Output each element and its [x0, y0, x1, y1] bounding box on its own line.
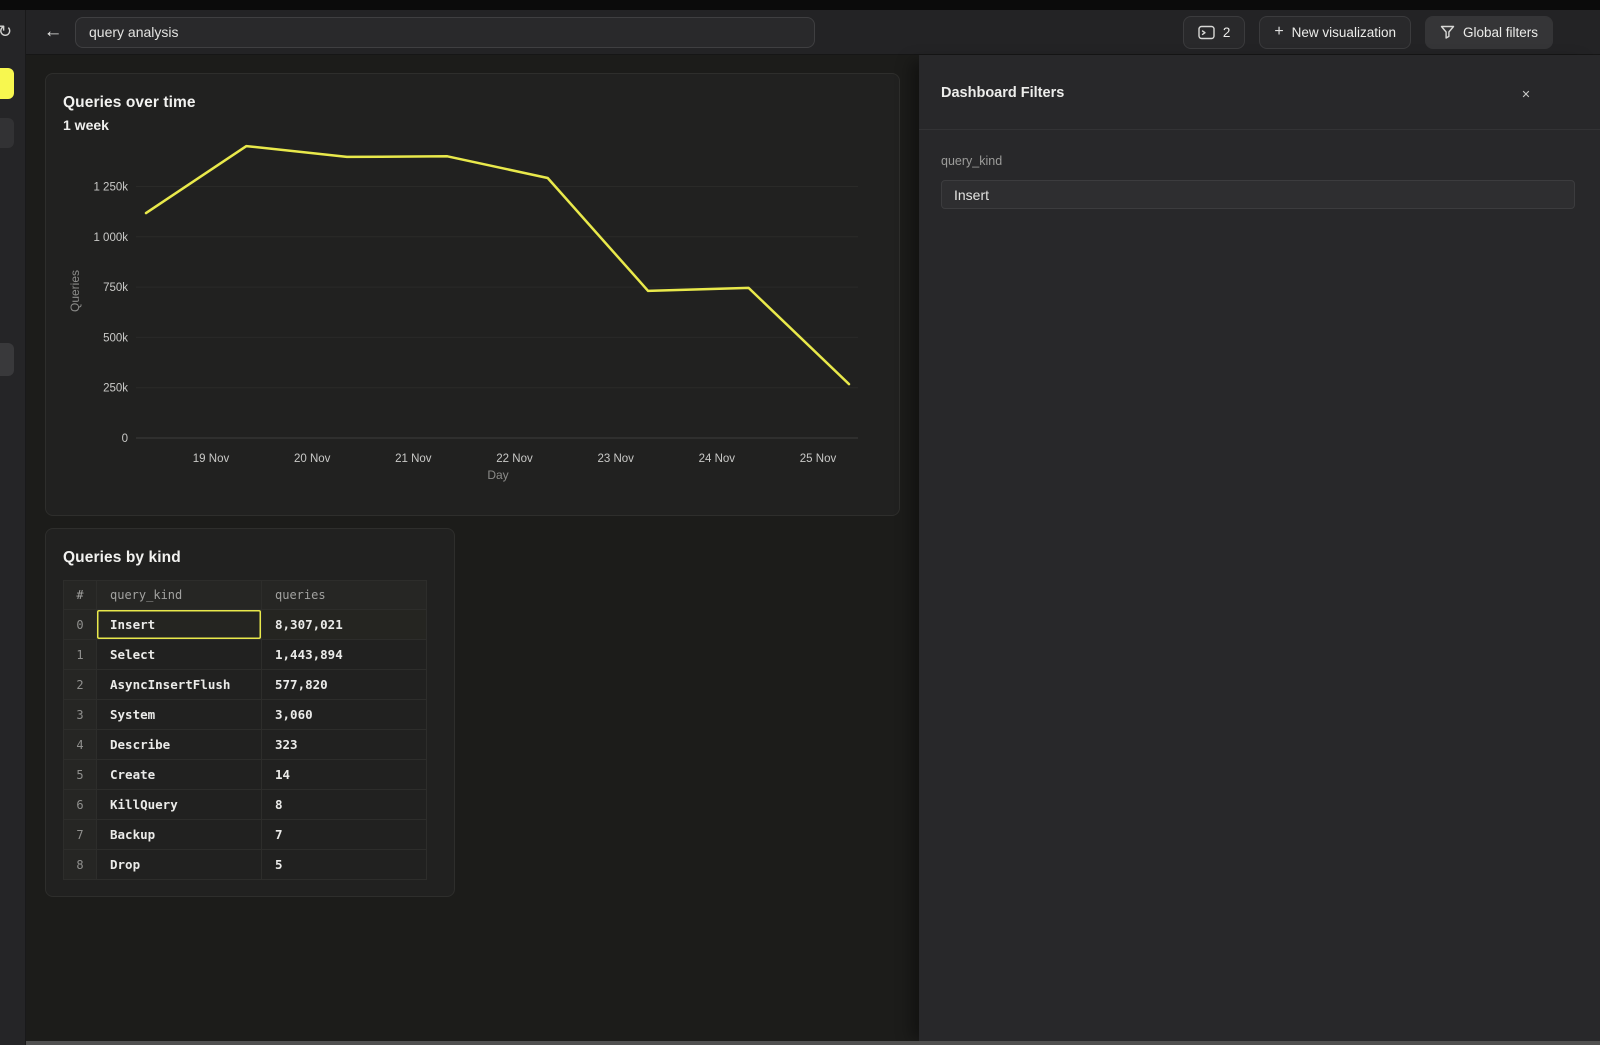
queries-over-time-card: Queries over time 1 week 0250k500k750k1 …: [45, 73, 900, 516]
back-button[interactable]: ←: [39, 18, 67, 46]
svg-text:Day: Day: [487, 468, 508, 482]
table-wrapper: #query_kindqueries 0Insert8,307,0211Sele…: [63, 580, 427, 880]
row-index: 5: [64, 760, 97, 790]
svg-text:1 250k: 1 250k: [93, 182, 128, 194]
global-filters-button[interactable]: Global filters: [1425, 16, 1553, 49]
plus-icon: +: [1274, 23, 1283, 41]
table-cell[interactable]: 3,060: [262, 700, 427, 730]
window-bottom-edge: [26, 1041, 1600, 1045]
svg-text:25 Nov: 25 Nov: [800, 453, 837, 465]
sidebar-item-active[interactable]: [0, 68, 14, 99]
row-index: 7: [64, 820, 97, 850]
svg-text:21 Nov: 21 Nov: [395, 453, 432, 465]
table-row: 1Select1,443,894: [64, 640, 427, 670]
table-row: 4Describe323: [64, 730, 427, 760]
table-row: 0Insert8,307,021: [64, 610, 427, 640]
app-window: ↻ ← 2 + New visualization: [0, 0, 1600, 1045]
table-row: 7Backup7: [64, 820, 427, 850]
row-index: 2: [64, 670, 97, 700]
topbar-actions: 2 + New visualization Global filters: [1183, 16, 1553, 49]
table-cell[interactable]: System: [97, 700, 262, 730]
top-bar: ← 2 + New visualization: [26, 10, 1600, 55]
row-index: 6: [64, 790, 97, 820]
table-cell[interactable]: 1,443,894: [262, 640, 427, 670]
table-cell[interactable]: Describe: [97, 730, 262, 760]
table-cell[interactable]: 14: [262, 760, 427, 790]
svg-text:20 Nov: 20 Nov: [294, 453, 331, 465]
global-filters-label: Global filters: [1463, 25, 1538, 40]
table-cell[interactable]: 323: [262, 730, 427, 760]
table-cell[interactable]: 5: [262, 850, 427, 880]
svg-text:1 000k: 1 000k: [93, 232, 128, 244]
svg-text:0: 0: [122, 433, 128, 445]
queries-by-kind-card: Queries by kind #query_kindqueries 0Inse…: [45, 528, 455, 897]
funnel-icon: [1440, 25, 1455, 39]
table-cell[interactable]: AsyncInsertFlush: [97, 670, 262, 700]
visualization-count-button[interactable]: 2: [1183, 16, 1246, 49]
filters-panel-header: Dashboard Filters ✕: [919, 55, 1600, 130]
table-cell[interactable]: 8,307,021: [262, 610, 427, 640]
svg-text:23 Nov: 23 Nov: [597, 453, 634, 465]
query-kind-filter-input[interactable]: [941, 180, 1575, 209]
table-cell[interactable]: Create: [97, 760, 262, 790]
collapsed-sidebar: ↻: [0, 10, 26, 1045]
table-cell[interactable]: Drop: [97, 850, 262, 880]
visualization-count: 2: [1223, 25, 1231, 40]
table-cell[interactable]: 8: [262, 790, 427, 820]
row-index: 0: [64, 610, 97, 640]
table-row: 8Drop5: [64, 850, 427, 880]
table-row: 3System3,060: [64, 700, 427, 730]
table-cell[interactable]: Select: [97, 640, 262, 670]
queries-by-kind-table: #query_kindqueries 0Insert8,307,0211Sele…: [63, 580, 427, 880]
table-cell[interactable]: Insert: [97, 610, 262, 640]
svg-text:750k: 750k: [103, 282, 128, 294]
new-visualization-label: New visualization: [1292, 25, 1396, 40]
table-row: 2AsyncInsertFlush577,820: [64, 670, 427, 700]
svg-text:19 Nov: 19 Nov: [193, 453, 230, 465]
new-visualization-button[interactable]: + New visualization: [1259, 16, 1411, 49]
dashboard-filters-panel: Dashboard Filters ✕ query_kind: [919, 55, 1600, 1045]
row-index: 1: [64, 640, 97, 670]
queries-over-time-chart[interactable]: 0 250k 500k 750k 1 000k 1 250k 19 Nov 20 Nov 21 …: [46, 74, 901, 517]
row-index: 4: [64, 730, 97, 760]
table-cell[interactable]: 7: [262, 820, 427, 850]
chart-panel-icon: [1198, 25, 1215, 40]
column-header[interactable]: queries: [262, 581, 427, 610]
filters-panel-body: query_kind: [919, 130, 1600, 209]
sidebar-item[interactable]: [0, 343, 14, 376]
filter-field-label: query_kind: [941, 154, 1575, 168]
column-header[interactable]: query_kind: [97, 581, 262, 610]
dashboard-title-input[interactable]: [75, 17, 815, 48]
refresh-icon[interactable]: ↻: [0, 20, 17, 44]
table-row: 6KillQuery8: [64, 790, 427, 820]
column-header[interactable]: #: [64, 581, 97, 610]
close-icon[interactable]: ✕: [1515, 83, 1537, 105]
filters-panel-title: Dashboard Filters: [941, 85, 1064, 101]
table-cell[interactable]: 577,820: [262, 670, 427, 700]
dashboard-canvas: Queries over time 1 week 0250k500k750k1 …: [26, 55, 919, 1045]
svg-text:Queries: Queries: [68, 270, 82, 312]
row-index: 3: [64, 700, 97, 730]
svg-text:24 Nov: 24 Nov: [699, 453, 736, 465]
sidebar-item[interactable]: [0, 118, 14, 148]
svg-text:500k: 500k: [103, 332, 128, 344]
table-cell[interactable]: KillQuery: [97, 790, 262, 820]
window-top-edge: [0, 0, 1600, 10]
svg-text:250k: 250k: [103, 383, 128, 395]
row-index: 8: [64, 850, 97, 880]
table-title: Queries by kind: [63, 549, 181, 567]
table-row: 5Create14: [64, 760, 427, 790]
table-cell[interactable]: Backup: [97, 820, 262, 850]
svg-text:22 Nov: 22 Nov: [496, 453, 533, 465]
